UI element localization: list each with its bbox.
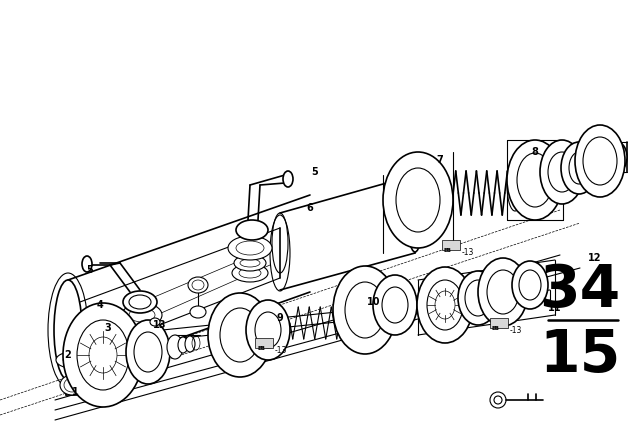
Ellipse shape — [246, 300, 290, 360]
Ellipse shape — [478, 258, 528, 326]
Ellipse shape — [283, 171, 293, 187]
Ellipse shape — [417, 267, 473, 343]
Ellipse shape — [126, 322, 158, 338]
Text: 5: 5 — [312, 167, 318, 177]
Text: -13: -13 — [462, 248, 474, 257]
Text: 5: 5 — [86, 265, 93, 275]
Ellipse shape — [458, 271, 498, 325]
Text: 8: 8 — [532, 147, 538, 157]
Text: 2: 2 — [65, 350, 72, 360]
Ellipse shape — [54, 280, 82, 380]
Text: 10: 10 — [367, 297, 381, 307]
Ellipse shape — [178, 337, 188, 353]
Text: 34: 34 — [540, 262, 621, 319]
Text: EB: EB — [257, 346, 265, 351]
Ellipse shape — [126, 320, 170, 384]
Ellipse shape — [167, 335, 183, 359]
Ellipse shape — [122, 303, 162, 327]
Ellipse shape — [373, 275, 417, 335]
Ellipse shape — [232, 264, 268, 282]
Ellipse shape — [407, 176, 423, 252]
Text: 12: 12 — [588, 253, 602, 263]
Ellipse shape — [383, 152, 453, 248]
Ellipse shape — [507, 159, 523, 211]
Ellipse shape — [150, 318, 160, 326]
Text: 4: 4 — [97, 300, 104, 310]
Text: 15: 15 — [540, 327, 621, 383]
Text: 11: 11 — [548, 303, 562, 313]
Ellipse shape — [63, 303, 143, 407]
Ellipse shape — [561, 142, 597, 194]
Bar — [490, 318, 508, 328]
Text: 6: 6 — [307, 203, 314, 213]
Ellipse shape — [185, 336, 195, 352]
Ellipse shape — [234, 255, 266, 271]
Ellipse shape — [607, 142, 627, 172]
Ellipse shape — [123, 291, 157, 313]
Text: 3: 3 — [104, 323, 111, 333]
Ellipse shape — [512, 261, 548, 309]
Text: 1: 1 — [72, 387, 78, 397]
Text: EB: EB — [444, 248, 452, 253]
Ellipse shape — [56, 352, 88, 368]
Text: 7: 7 — [436, 155, 444, 165]
Text: EB: EB — [492, 326, 500, 331]
Text: -13: -13 — [510, 326, 522, 335]
Ellipse shape — [124, 331, 160, 349]
Ellipse shape — [82, 256, 92, 272]
Ellipse shape — [190, 306, 206, 318]
Text: 9: 9 — [276, 313, 284, 323]
Text: 13: 13 — [153, 320, 167, 330]
Ellipse shape — [540, 140, 584, 204]
Ellipse shape — [208, 293, 272, 377]
Text: -13: -13 — [275, 346, 287, 355]
Bar — [255, 338, 273, 348]
Ellipse shape — [507, 140, 563, 220]
Ellipse shape — [188, 277, 208, 293]
Bar — [442, 240, 460, 250]
Ellipse shape — [228, 236, 272, 260]
Ellipse shape — [60, 375, 84, 395]
Ellipse shape — [333, 266, 397, 354]
Ellipse shape — [236, 220, 268, 240]
Ellipse shape — [575, 125, 625, 197]
